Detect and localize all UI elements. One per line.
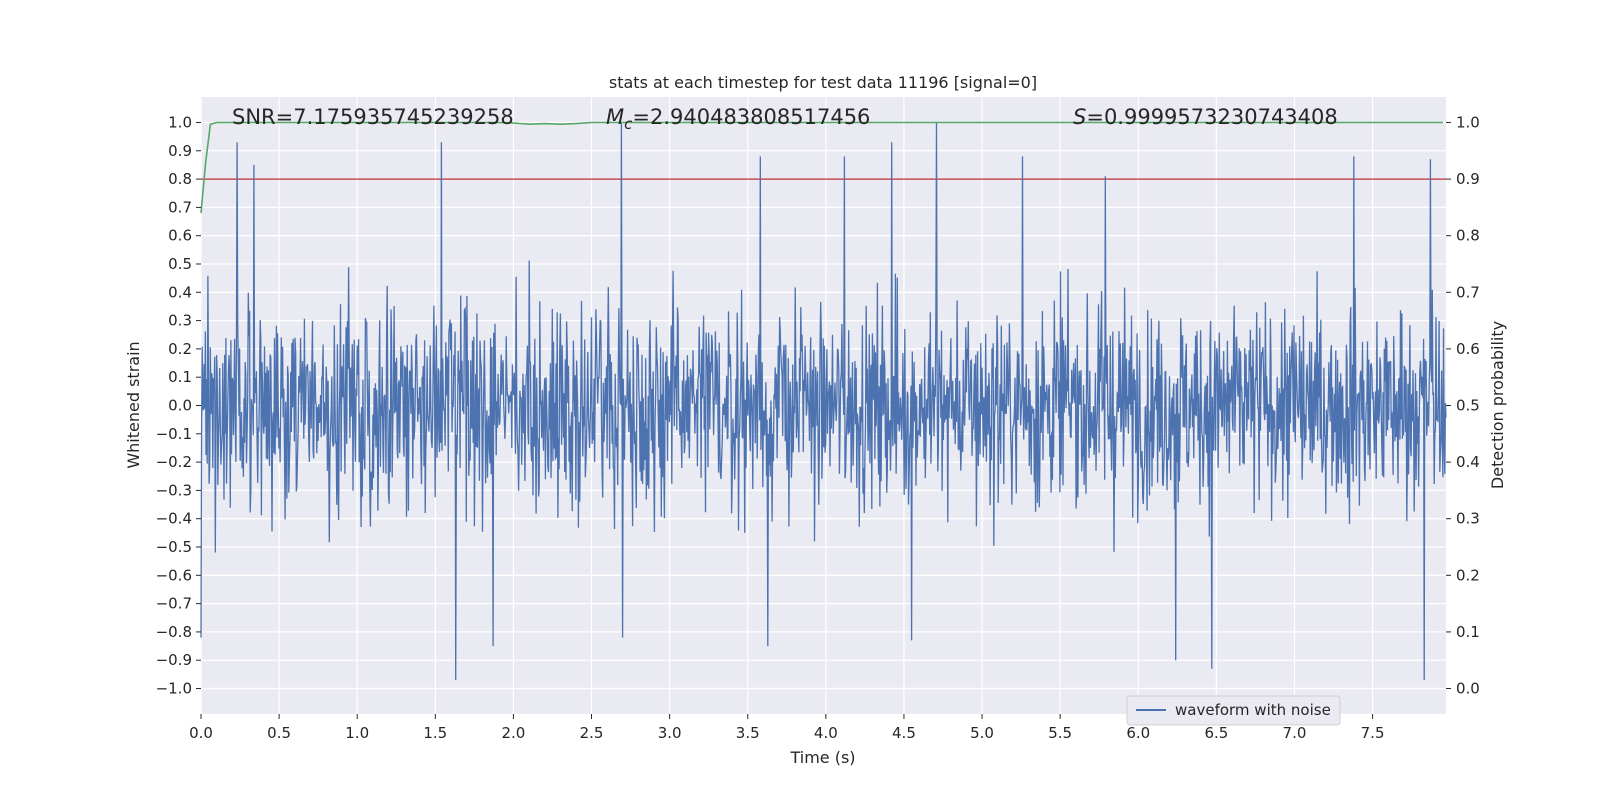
mc-subscript: c bbox=[624, 115, 633, 133]
probability-series bbox=[200, 121, 1443, 214]
left-tick-label: −0.4 bbox=[156, 510, 192, 528]
chart-title: stats at each timestep for test data 111… bbox=[609, 73, 1037, 92]
x-tick-label: 2.0 bbox=[501, 724, 525, 742]
right-axis-label: Detection probability bbox=[1488, 321, 1507, 489]
left-tick-label: 0.7 bbox=[168, 198, 192, 216]
x-tick-label: 4.5 bbox=[892, 724, 916, 742]
left-tick-label: 0.4 bbox=[168, 283, 192, 301]
x-tick-label: 1.0 bbox=[345, 724, 369, 742]
waveform-line bbox=[200, 122, 1447, 681]
right-tick-label: 0.2 bbox=[1456, 566, 1480, 584]
left-tick-label: 0.1 bbox=[168, 368, 192, 386]
s-value: =0.9999573230743408 bbox=[1086, 105, 1337, 129]
mc-value: =2.940483808517456 bbox=[632, 105, 870, 129]
left-tick-label: −0.3 bbox=[156, 481, 192, 499]
right-tick-label: 0.6 bbox=[1456, 340, 1480, 358]
x-tick-label: 6.0 bbox=[1126, 724, 1150, 742]
left-tick-label: 0.3 bbox=[168, 312, 192, 330]
left-tick-label: −0.1 bbox=[156, 425, 192, 443]
left-tick-label: −1.0 bbox=[156, 680, 192, 698]
snr-annotation: SNR=7.175935745239258 bbox=[232, 105, 514, 129]
left-tick-label: 0.5 bbox=[168, 255, 192, 273]
x-tick-label: 1.5 bbox=[423, 724, 447, 742]
left-tick-label: −0.6 bbox=[156, 566, 192, 584]
left-tick-label: 0.6 bbox=[168, 227, 192, 245]
x-tick-label: 6.5 bbox=[1204, 724, 1228, 742]
mc-annotation: Mc=2.940483808517456 bbox=[606, 105, 870, 133]
x-tick-label: 0.5 bbox=[267, 724, 291, 742]
right-tick-label: 0.5 bbox=[1456, 397, 1480, 415]
right-axis-ticks: 1.0 0.9 0.8 0.7 0.6 0.5 0.4 0.3 0.2 0.1 0.0 bbox=[1446, 113, 1480, 698]
left-tick-label: −0.2 bbox=[156, 453, 192, 471]
s-symbol: S bbox=[1073, 105, 1086, 129]
left-tick-label: 0.8 bbox=[168, 170, 192, 188]
right-tick-label: 1.0 bbox=[1456, 113, 1480, 131]
x-tick-label: 7.5 bbox=[1361, 724, 1385, 742]
x-tick-label: 3.0 bbox=[658, 724, 682, 742]
right-tick-label: 0.8 bbox=[1456, 227, 1480, 245]
right-tick-label: 0.0 bbox=[1456, 680, 1480, 698]
x-tick-label: 7.0 bbox=[1283, 724, 1307, 742]
probability-line bbox=[200, 121, 1443, 214]
s-annotation: S=0.9999573230743408 bbox=[1073, 105, 1338, 129]
right-tick-label: 0.1 bbox=[1456, 623, 1480, 641]
legend: waveform with noise bbox=[1126, 695, 1341, 726]
x-tick-label: 5.5 bbox=[1048, 724, 1072, 742]
right-tick-label: 0.9 bbox=[1456, 170, 1480, 188]
right-tick-label: 0.3 bbox=[1456, 510, 1480, 528]
right-tick-label: 0.7 bbox=[1456, 283, 1480, 301]
x-axis-ticks: 0.0 0.5 1.0 1.5 2.0 2.5 3.0 3.5 4.0 4.5 5.0 5.5 6.0 6… bbox=[189, 714, 1385, 742]
mc-symbol: M bbox=[606, 105, 624, 129]
right-tick-label: 0.4 bbox=[1456, 453, 1480, 471]
left-tick-label: 1.0 bbox=[168, 113, 192, 131]
left-tick-label: 0.9 bbox=[168, 142, 192, 160]
x-tick-label: 4.0 bbox=[814, 724, 838, 742]
left-axis-ticks: 1.0 0.9 0.8 0.7 0.6 0.5 0.4 0.3 0.2 0.1 0.0 −0.1 −0.… bbox=[156, 113, 201, 698]
left-tick-label: −0.9 bbox=[156, 651, 192, 669]
x-axis-label: Time (s) bbox=[789, 748, 855, 767]
left-tick-label: −0.5 bbox=[156, 538, 192, 556]
legend-label-waveform: waveform with noise bbox=[1175, 701, 1331, 719]
left-tick-label: −0.7 bbox=[156, 595, 192, 613]
x-tick-label: 3.5 bbox=[736, 724, 760, 742]
left-axis-label: Whitened strain bbox=[124, 341, 143, 468]
legend-box bbox=[1126, 695, 1341, 726]
x-tick-label: 5.0 bbox=[970, 724, 994, 742]
x-tick-label: 0.0 bbox=[189, 724, 213, 742]
left-tick-label: 0.2 bbox=[168, 340, 192, 358]
x-tick-label: 2.5 bbox=[580, 724, 604, 742]
waveform-series bbox=[200, 122, 1447, 681]
left-tick-label: 0.0 bbox=[168, 397, 192, 415]
left-tick-label: −0.8 bbox=[156, 623, 192, 641]
